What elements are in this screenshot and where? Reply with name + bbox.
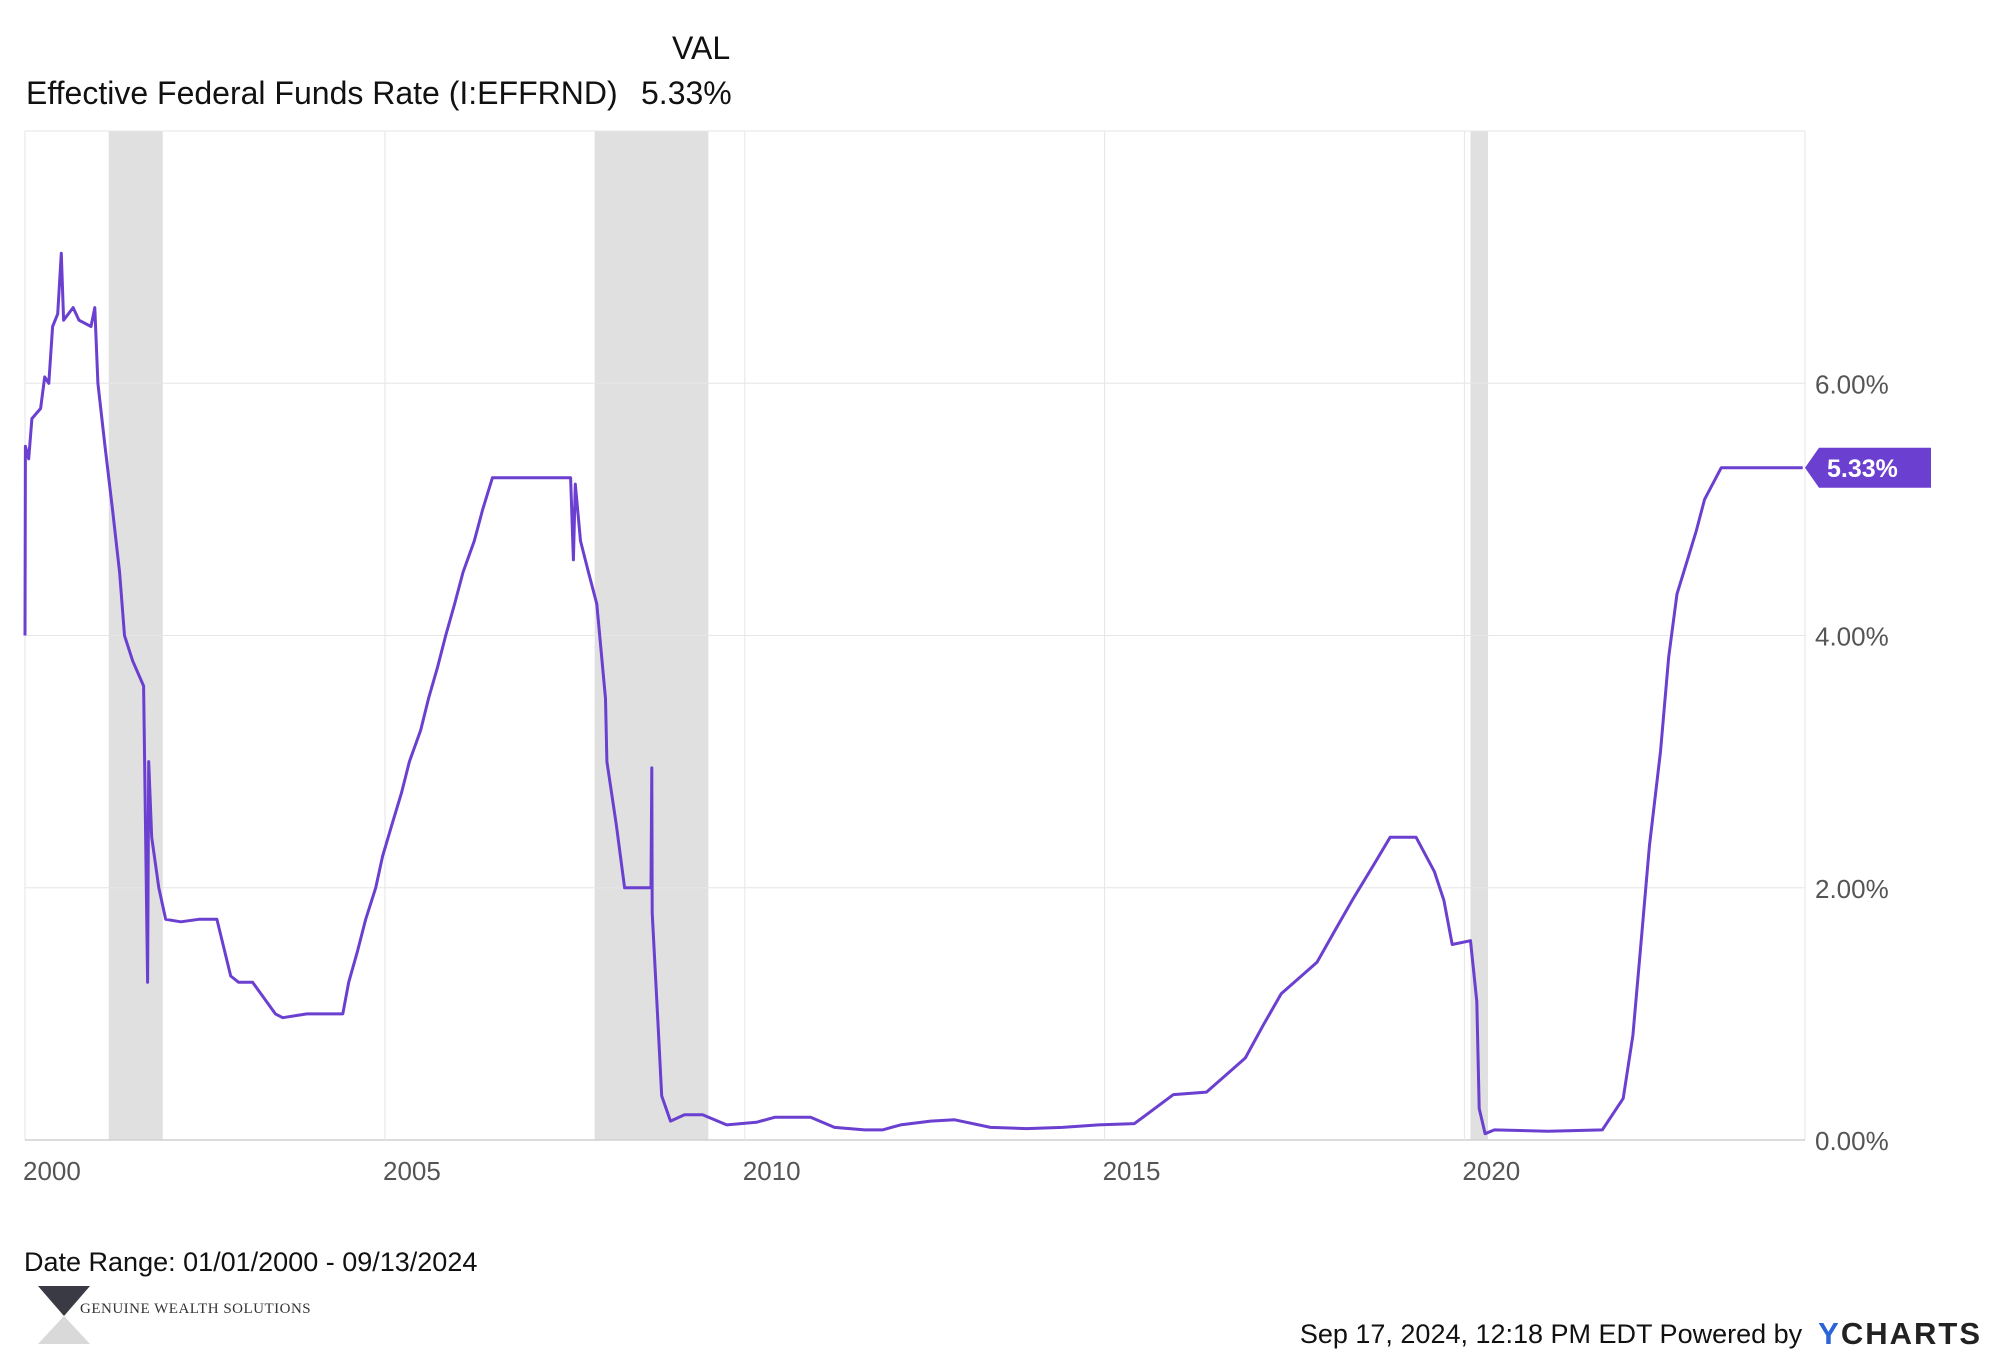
brand-name: GENUINE WEALTH SOLUTIONS: [80, 1301, 312, 1317]
last-value-label: 5.33%: [1827, 455, 1898, 483]
y-axis-ticks: 0.00% 2.00% 4.00% 6.00%: [1815, 369, 1889, 1156]
value-column-header: VAL: [672, 30, 731, 66]
footer-timestamp: Sep 17, 2024, 12:18 PM EDT Powered by: [1299, 1318, 1803, 1349]
y-tick-label: 0.00%: [1815, 1126, 1889, 1156]
x-tick-label: 2010: [743, 1156, 801, 1186]
ycharts-logo-y: Y: [1818, 1316, 1841, 1351]
footer-credit: Sep 17, 2024, 12:18 PM EDT Powered by YC…: [1300, 1316, 1982, 1352]
x-axis-ticks: 2000 2005 2010 2015 2020: [23, 1156, 1520, 1186]
y-tick-label: 6.00%: [1815, 369, 1889, 399]
brand-logo: GENUINE WEALTH SOLUTIONS: [38, 1286, 398, 1344]
series-line[interactable]: [23, 251, 1803, 1136]
last-value-marker: 5.33%: [1805, 447, 1931, 488]
series-lines: [23, 251, 1803, 1136]
x-tick-label: 2000: [23, 1156, 81, 1186]
date-range: Date Range: 01/01/2000 - 09/13/2024: [24, 1247, 478, 1277]
x-tick-label: 2015: [1103, 1156, 1161, 1186]
x-tick-label: 2005: [383, 1156, 441, 1186]
y-tick-label: 2.00%: [1815, 874, 1889, 904]
brand-logo-icon: [38, 1286, 90, 1344]
gridlines: [24, 130, 1806, 1141]
y-tick-label: 4.00%: [1815, 622, 1889, 652]
x-tick-label: 2020: [1462, 1156, 1520, 1186]
series-name[interactable]: Effective Federal Funds Rate (I:EFFRND): [26, 75, 618, 111]
ycharts-logo[interactable]: YCHARTS: [1818, 1316, 1982, 1352]
ycharts-logo-text: CHARTS: [1840, 1316, 1982, 1351]
last-value-flag: [1805, 447, 1931, 488]
series-current-value: 5.33%: [641, 75, 732, 111]
